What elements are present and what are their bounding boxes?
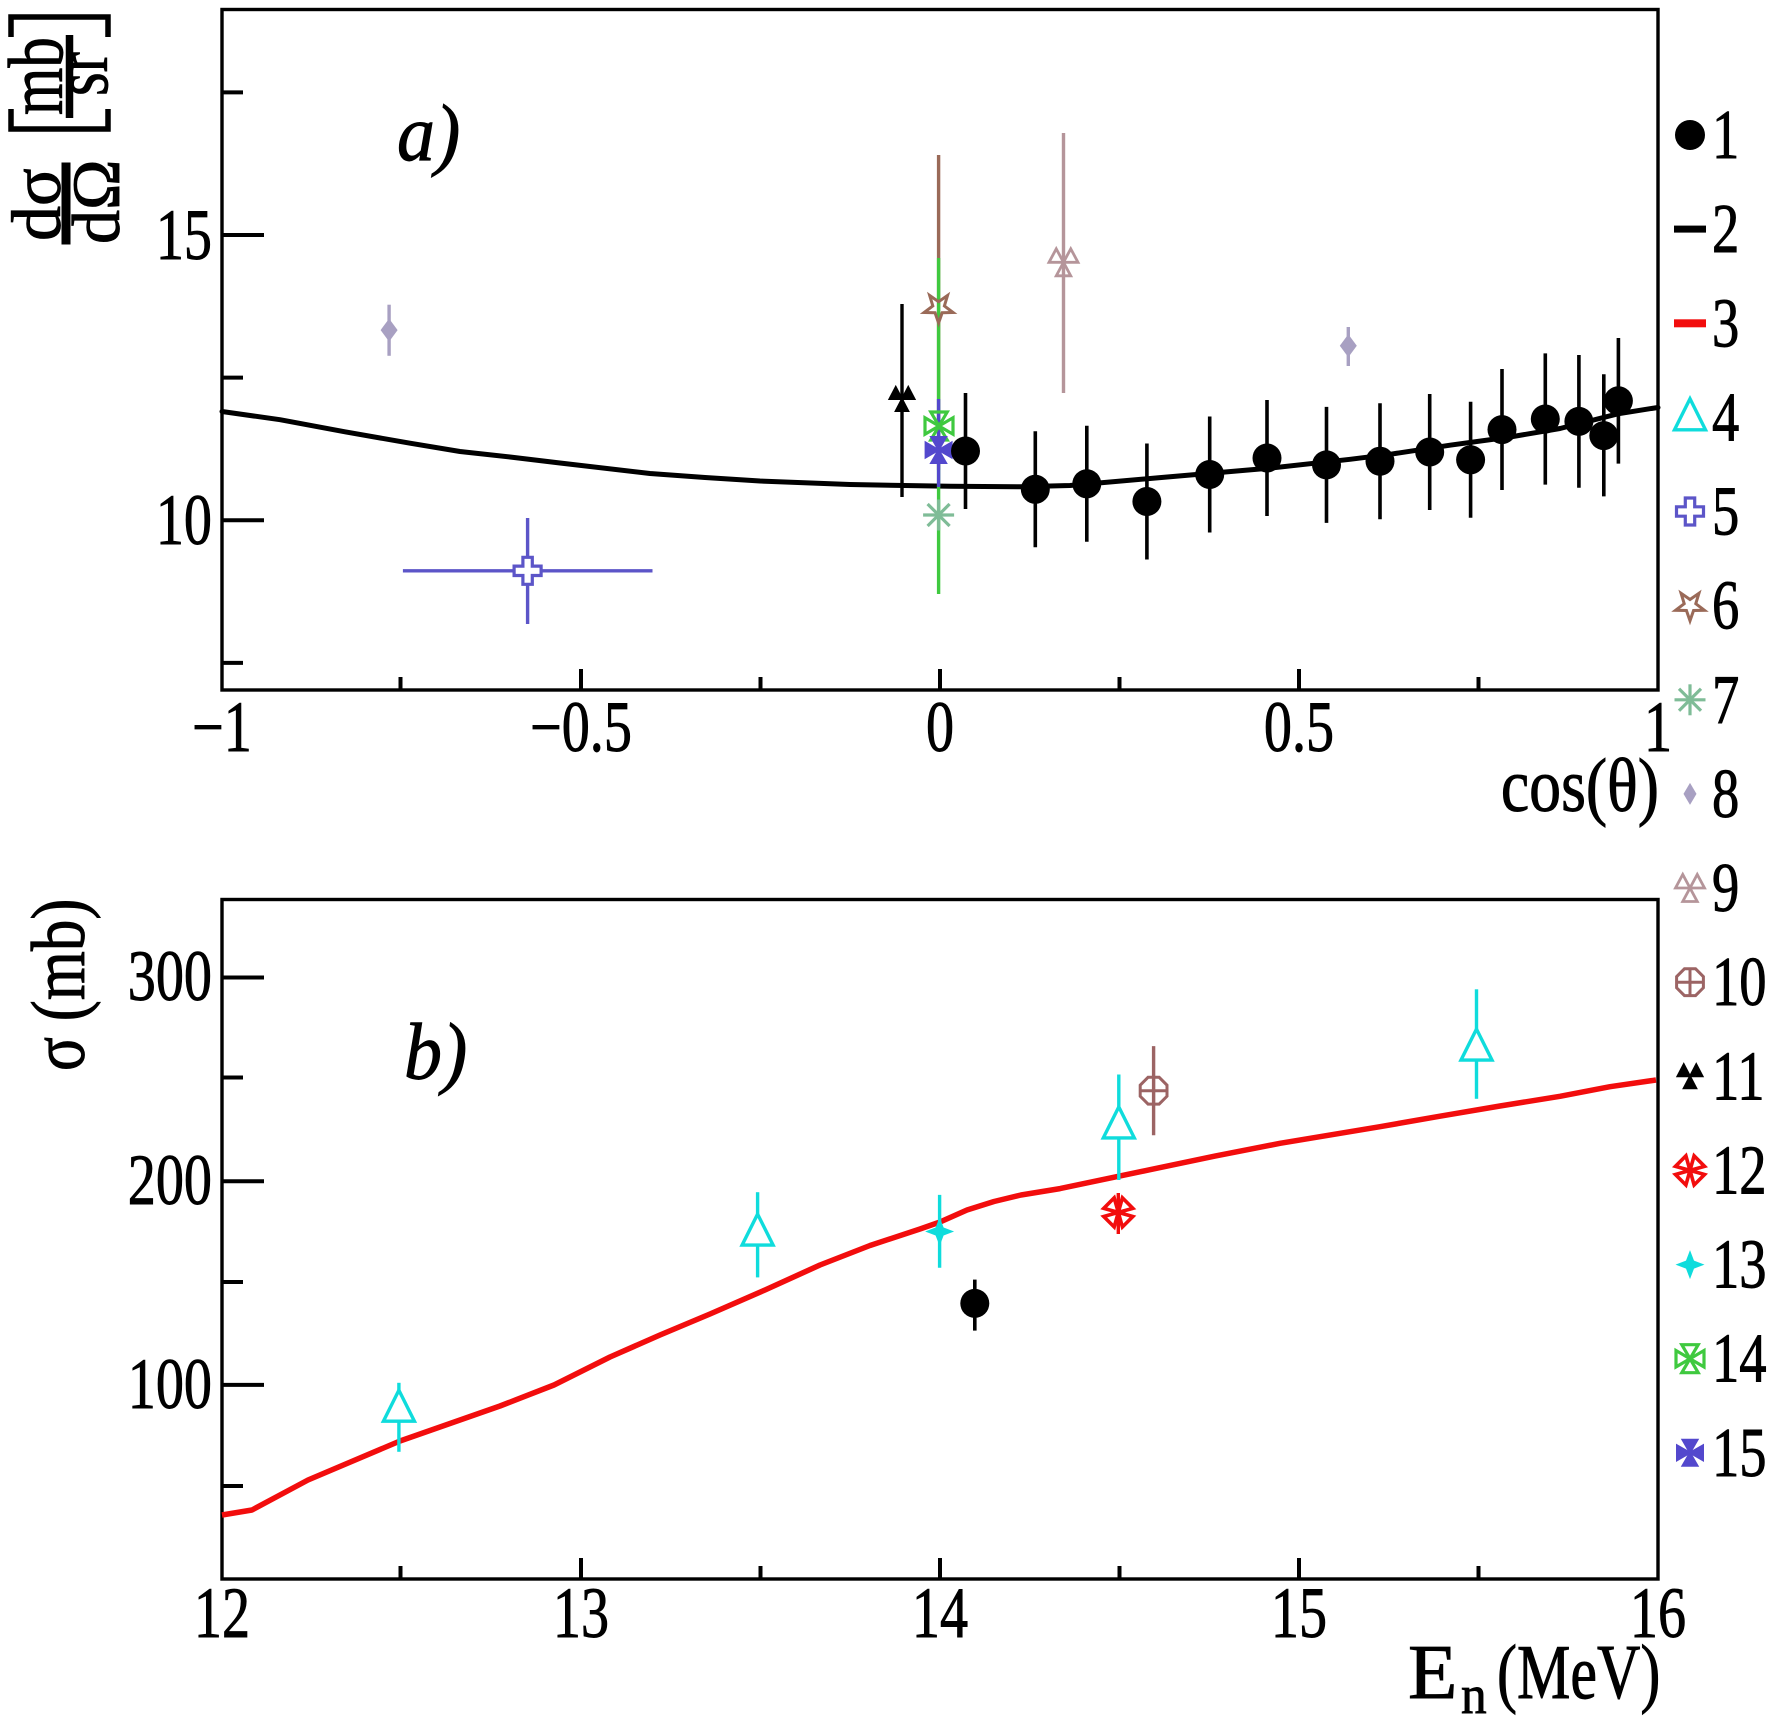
- svg-text:a): a): [397, 88, 460, 177]
- svg-text:10: 10: [156, 479, 212, 559]
- svg-text:4: 4: [1712, 378, 1739, 456]
- svg-text:σ (mb): σ (mb): [18, 899, 102, 1071]
- svg-text:12: 12: [194, 1572, 250, 1652]
- svg-text:3: 3: [1712, 284, 1739, 362]
- svg-text:E: E: [1408, 1631, 1457, 1716]
- svg-text:cos(θ): cos(θ): [1501, 744, 1659, 828]
- svg-text:16: 16: [1630, 1572, 1686, 1652]
- svg-text:0.5: 0.5: [1264, 686, 1334, 766]
- svg-text:n: n: [1461, 1666, 1487, 1716]
- svg-text:−1: −1: [192, 686, 252, 766]
- svg-text:300: 300: [128, 935, 212, 1015]
- svg-text:−0.5: −0.5: [530, 686, 632, 766]
- svg-text:2: 2: [1712, 190, 1739, 268]
- svg-text:dΩ: dΩ: [58, 159, 134, 244]
- svg-text:1: 1: [1712, 96, 1739, 174]
- svg-text:sr: sr: [39, 52, 125, 96]
- svg-text:14: 14: [1712, 1319, 1767, 1397]
- svg-text:14: 14: [912, 1572, 968, 1652]
- svg-text:200: 200: [128, 1139, 212, 1219]
- svg-text:15: 15: [1271, 1572, 1327, 1652]
- svg-text:8: 8: [1712, 754, 1739, 832]
- svg-text:9: 9: [1712, 849, 1739, 927]
- svg-text:5: 5: [1712, 472, 1739, 550]
- svg-text:0: 0: [926, 686, 954, 766]
- svg-text:13: 13: [553, 1572, 609, 1652]
- svg-text:15: 15: [1712, 1413, 1767, 1491]
- svg-text:100: 100: [128, 1343, 212, 1423]
- svg-text:(MeV): (MeV): [1497, 1629, 1660, 1715]
- svg-text:12: 12: [1712, 1131, 1767, 1209]
- svg-text:7: 7: [1712, 660, 1739, 738]
- svg-text:b): b): [404, 1007, 467, 1096]
- svg-text:11: 11: [1712, 1037, 1765, 1115]
- svg-text:6: 6: [1712, 566, 1739, 644]
- svg-text:10: 10: [1712, 943, 1767, 1021]
- svg-text:15: 15: [156, 194, 212, 274]
- svg-text:13: 13: [1712, 1225, 1767, 1303]
- svg-text:1: 1: [1644, 686, 1672, 766]
